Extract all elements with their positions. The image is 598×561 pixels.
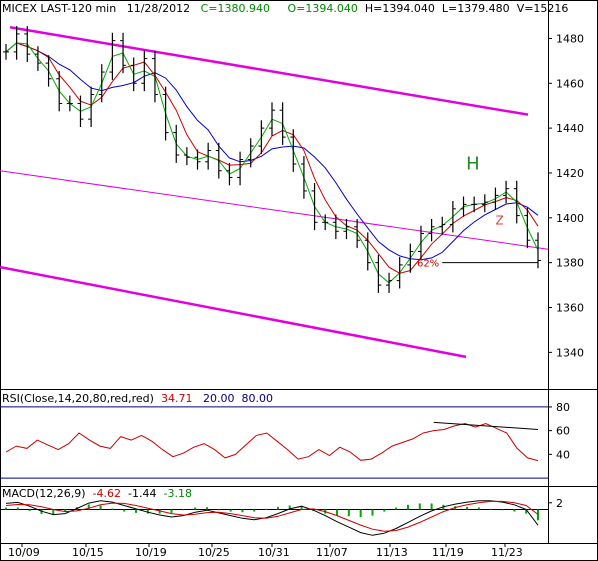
price-tick-label: 1440 [556,122,584,135]
ma-red-line [5,42,539,274]
x-tick-label: 10/15 [72,546,104,559]
x-tick-label: 11/23 [491,546,523,559]
macd-hist-value: -3.18 [163,487,192,500]
rsi-title: RSI(Close,14,20,80,red,red) [2,392,154,405]
rsi-low: 20.00 [202,392,235,405]
rsi-value: 34.71 [160,392,193,405]
price-tick-label: 1340 [556,346,584,359]
macd-signal-value: -1.44 [128,487,157,500]
x-tick-label: 11/13 [376,546,408,559]
x-tick-label: 10/19 [135,546,167,559]
rsi-tick-label: 40 [556,448,570,461]
annotation-z: Z [495,214,503,228]
macd-title: MACD(12,26,9) [2,487,86,500]
price-tick-label: 1480 [556,32,584,45]
price-tick-label: 1400 [556,212,584,225]
fib-label: 62% [417,259,439,270]
ma-blue-line [5,42,539,261]
high-label: H=1394.040 [364,2,435,15]
ma-green-line [5,42,539,284]
rsi-tick-label: 80 [556,401,570,414]
x-tick-label: 10/31 [258,546,290,559]
macd-legend: MACD(12,26,9) -4.62 -1.44 -3.18 [2,487,192,500]
price-tick-label: 1420 [556,167,584,180]
x-tick-label: 11/19 [432,546,464,559]
macd-line [5,500,539,536]
low-label: L=1379.480 [441,2,510,15]
price-tick-label: 1460 [556,77,584,90]
rsi-line [5,422,539,462]
volume-label: V=15216 [516,2,569,15]
rsi-tick-label: 60 [556,425,570,438]
channel-lower-line [0,265,467,359]
channel-upper-line [9,25,529,116]
channel-middle-line [0,170,549,250]
x-tick-label: 11/07 [316,546,348,559]
annotation-h: H [466,153,480,174]
price-tick-label: 1380 [556,257,584,270]
date-label: 11/28/2012 [126,2,191,15]
macd-value: -4.62 [92,487,122,500]
macd-signal-line [5,500,539,532]
symbol-label: MICEX LAST-120 min [2,2,117,15]
open-label: O=1394.040 [287,2,358,15]
rsi-legend: RSI(Close,14,20,80,red,red) 34.71 20.00 … [2,392,273,405]
macd-tick-label: 2 [556,497,563,510]
close-label: C=1380.940 [200,2,270,15]
x-tick-label: 10/09 [8,546,40,559]
price-tick-label: 1360 [556,302,584,315]
rsi-high: 80.00 [241,392,273,405]
x-tick-label: 10/25 [198,546,230,559]
rsi-divergence-line [433,421,539,430]
chart-header: MICEX LAST-120 min 11/28/2012 C=1380.940… [2,2,568,15]
